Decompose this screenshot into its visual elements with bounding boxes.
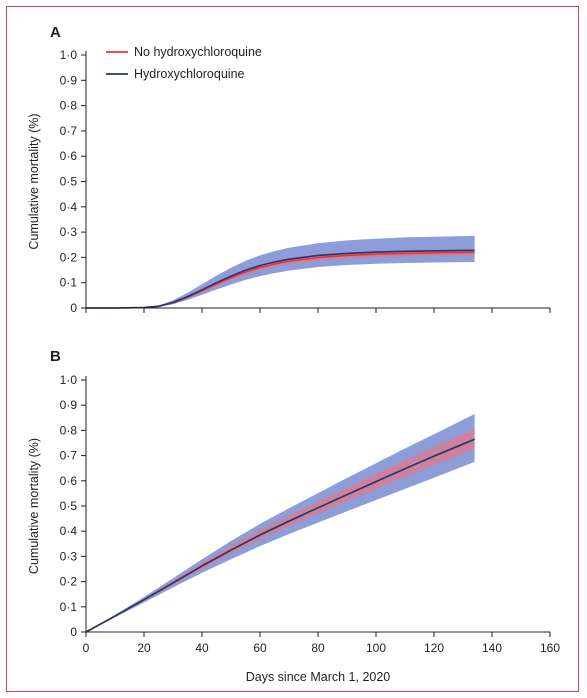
panel-a: A 0 0·1 0·2 0·3 0·4 0·5 0·6 0·7 0·8 0·9 1·0 Cumulati…	[27, 24, 551, 315]
y-tick-label: 0·3	[60, 225, 78, 239]
series-line-hydroxychloroquine	[85, 438, 475, 633]
y-tick-label: 0·8	[60, 99, 78, 113]
y-axis-title: Cumulative mortality (%)	[27, 438, 41, 574]
y-tick-label: 0·6	[60, 474, 78, 488]
y-tick-label: 0·7	[60, 124, 78, 138]
y-tick-label: 0·3	[60, 549, 78, 563]
y-tick-label: 0·6	[60, 149, 78, 163]
y-tick-label: 0·9	[60, 73, 78, 87]
y-tick-label: 0	[70, 301, 77, 315]
legend-label: No hydroxychloroquine	[134, 45, 262, 59]
y-tick-label: 0·7	[60, 449, 78, 463]
y-tick-label: 0·5	[60, 175, 78, 189]
x-tick-label: 60	[253, 641, 267, 655]
legend-label: Hydroxychloroquine	[134, 67, 245, 81]
x-tick-label: 0	[83, 641, 90, 655]
y-tick-label: 0·4	[60, 524, 78, 538]
legend: No hydroxychloroquine Hydroxychloroquine	[106, 45, 262, 81]
y-tick-label: 0·4	[60, 200, 78, 214]
y-axis-title: Cumulative mortality (%)	[27, 113, 41, 249]
series-line-hydroxychloroquine	[86, 249, 475, 309]
x-axis-title: Days since March 1, 2020	[246, 670, 391, 684]
ci-band-hydroxychloroquine	[86, 235, 475, 308]
y-tick-label: 0·8	[60, 423, 78, 437]
x-tick-label: 160	[540, 641, 560, 655]
y-tick-label: 0·2	[60, 250, 78, 264]
y-tick-label: 0·2	[60, 575, 78, 589]
x-tick-label: 40	[195, 641, 209, 655]
y-tick-label: 1·0	[60, 48, 78, 62]
panel-letter: A	[50, 24, 61, 41]
y-tick-label: 0·1	[60, 600, 78, 614]
x-tick-label: 120	[424, 641, 444, 655]
x-tick-label: 20	[137, 641, 151, 655]
figure-frame	[6, 6, 579, 692]
y-tick-label: 0	[70, 625, 77, 639]
y-tick-label: 0·5	[60, 499, 78, 513]
x-tick-label: 100	[366, 641, 386, 655]
ci-band-no-hydroxychloroquine	[86, 429, 475, 632]
x-tick-label: 140	[482, 641, 502, 655]
panel-b: B 0 0·1 0·2 0·3 0·4 0·5 0·6 0·7 0·8 0·9 1·0 0 20 40 60 8…	[27, 348, 560, 684]
y-tick-label: 0·9	[60, 398, 78, 412]
panel-letter: B	[50, 348, 61, 365]
y-tick-label: 1·0	[60, 373, 78, 387]
x-tick-label: 80	[311, 641, 325, 655]
y-tick-label: 0·1	[60, 276, 78, 290]
